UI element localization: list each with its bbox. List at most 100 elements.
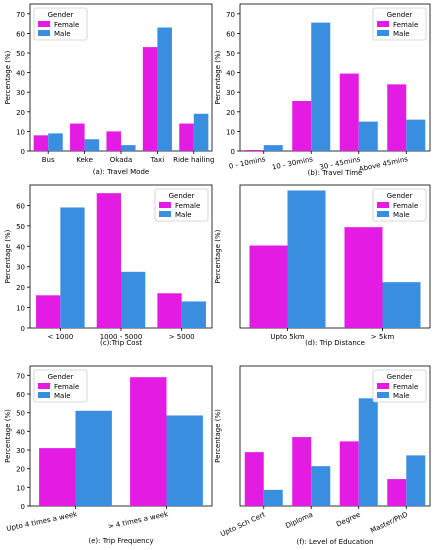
legend-swatch-female xyxy=(377,383,389,389)
bar-male-3 xyxy=(358,121,378,151)
y-tick-label: 0 xyxy=(231,148,235,156)
chart-panel-d: Percentage (%) Upto 5km > 5km (d): Trip Dis… xyxy=(214,184,431,347)
x-tick-label: Upto 4 times a week xyxy=(6,510,79,533)
legend-swatch-male xyxy=(38,30,50,36)
y-axis-label: Percentage (%) xyxy=(214,409,222,463)
axes-frame xyxy=(239,184,431,329)
bar-male-2 xyxy=(84,139,100,151)
bar-female-4 xyxy=(142,47,158,152)
x-tick-label: > 5000 xyxy=(169,333,195,341)
legend-label-male: Male xyxy=(175,211,192,219)
y-tick-label: 70 xyxy=(16,11,25,19)
y-tick-label: 20 xyxy=(16,109,25,117)
y-tick-label: 0 xyxy=(21,148,25,156)
y-tick-label: 50 xyxy=(16,410,25,418)
x-tick-label: Bus xyxy=(42,156,55,164)
legend-label-male: Male xyxy=(393,211,410,219)
bar-male-2 xyxy=(382,282,421,328)
legend-label-female: Female xyxy=(175,202,200,210)
axes-frame xyxy=(239,3,431,152)
legend-title: Gender xyxy=(48,11,74,19)
y-tick-label: 20 xyxy=(16,466,25,474)
legend-swatch-female xyxy=(159,202,171,208)
legend-title: Gender xyxy=(48,373,74,381)
y-tick-label: 30 xyxy=(16,264,25,272)
y-tick-label: 40 xyxy=(16,70,25,78)
bar-female-1 xyxy=(39,448,76,506)
bar-female-1 xyxy=(36,295,61,328)
x-tick-label: Diploma xyxy=(284,511,314,531)
chart-caption: (a): Travel Mode xyxy=(93,168,149,176)
y-tick-label: 0 xyxy=(21,503,25,511)
bar-male-2 xyxy=(121,271,146,328)
bar-male-3 xyxy=(121,145,136,151)
x-tick-label: Okada xyxy=(110,156,132,164)
bar-male-1 xyxy=(48,133,63,151)
y-axis-label: Percentage (%) xyxy=(4,409,12,463)
bar-male-4 xyxy=(157,27,172,151)
y-tick-label: 60 xyxy=(16,30,25,38)
bar-female-3 xyxy=(106,131,121,151)
bar-female-1 xyxy=(244,150,264,151)
bar-female-3 xyxy=(157,293,182,328)
y-axis-label: Percentage (%) xyxy=(4,50,12,104)
legend-label-female: Female xyxy=(54,383,79,391)
legend-label-male: Male xyxy=(393,30,410,38)
y-tick-label: 20 xyxy=(16,284,25,292)
legend-swatch-male xyxy=(38,392,50,398)
y-tick-label: 50 xyxy=(16,223,25,231)
bar-female-2 xyxy=(70,123,85,151)
bar-male-1 xyxy=(287,190,326,328)
legend-label-female: Female xyxy=(393,383,418,391)
chart-panel-c: 0 10 20 30 40 50 60 Percentage (%) < 1000 1000 - … xyxy=(4,184,213,347)
bar-male-1 xyxy=(263,145,283,151)
chart-caption: (e): Trip Frequency xyxy=(88,537,153,545)
y-tick-label: 30 xyxy=(16,89,25,97)
x-tick-label: Keke xyxy=(76,156,93,164)
x-tick-label: Taxi xyxy=(150,156,165,164)
legend-swatch-male xyxy=(159,211,171,217)
legend-swatch-female xyxy=(377,202,389,208)
legend-title: Gender xyxy=(387,11,413,19)
y-tick-label: 60 xyxy=(226,30,235,38)
chart-caption: (f): Level of Education xyxy=(296,538,373,546)
y-tick-label: 10 xyxy=(16,484,25,492)
x-tick-label: Upto Sch Cert xyxy=(219,510,267,538)
bar-female-1 xyxy=(249,245,288,328)
bar-male-4 xyxy=(406,455,426,506)
y-tick-label: 10 xyxy=(226,128,235,136)
legend-swatch-female xyxy=(377,21,389,27)
bar-female-5 xyxy=(179,123,194,151)
x-tick-label: Upto 5km xyxy=(270,333,304,341)
chart-caption: (b): Travel Time xyxy=(308,169,363,177)
y-tick-label: 30 xyxy=(226,89,235,97)
legend-label-female: Female xyxy=(393,202,418,210)
bar-male-5 xyxy=(193,113,209,151)
y-tick-label: 40 xyxy=(16,243,25,251)
legend-label-female: Female xyxy=(393,21,418,29)
x-tick-label: Master/PhD xyxy=(369,511,409,535)
legend-swatch-male xyxy=(377,211,389,217)
bar-male-2 xyxy=(311,22,331,152)
bar-female-1 xyxy=(33,135,49,151)
y-tick-label: 40 xyxy=(16,428,25,436)
bar-male-4 xyxy=(406,119,426,151)
axes-frame xyxy=(239,365,431,507)
y-tick-label: 70 xyxy=(16,372,25,380)
bar-female-1 xyxy=(244,452,264,506)
x-tick-label: Degree xyxy=(335,511,361,529)
y-tick-label: 20 xyxy=(226,109,235,117)
bar-female-2 xyxy=(292,101,312,151)
legend-label-male: Male xyxy=(54,30,71,38)
bar-female-4 xyxy=(387,479,407,506)
bar-female-3 xyxy=(339,441,359,506)
bar-female-2 xyxy=(96,193,121,328)
chart-caption: (c):Trip Cost xyxy=(100,339,142,347)
legend-title: Gender xyxy=(169,192,195,200)
x-tick-label: Ride hailing xyxy=(173,156,214,164)
